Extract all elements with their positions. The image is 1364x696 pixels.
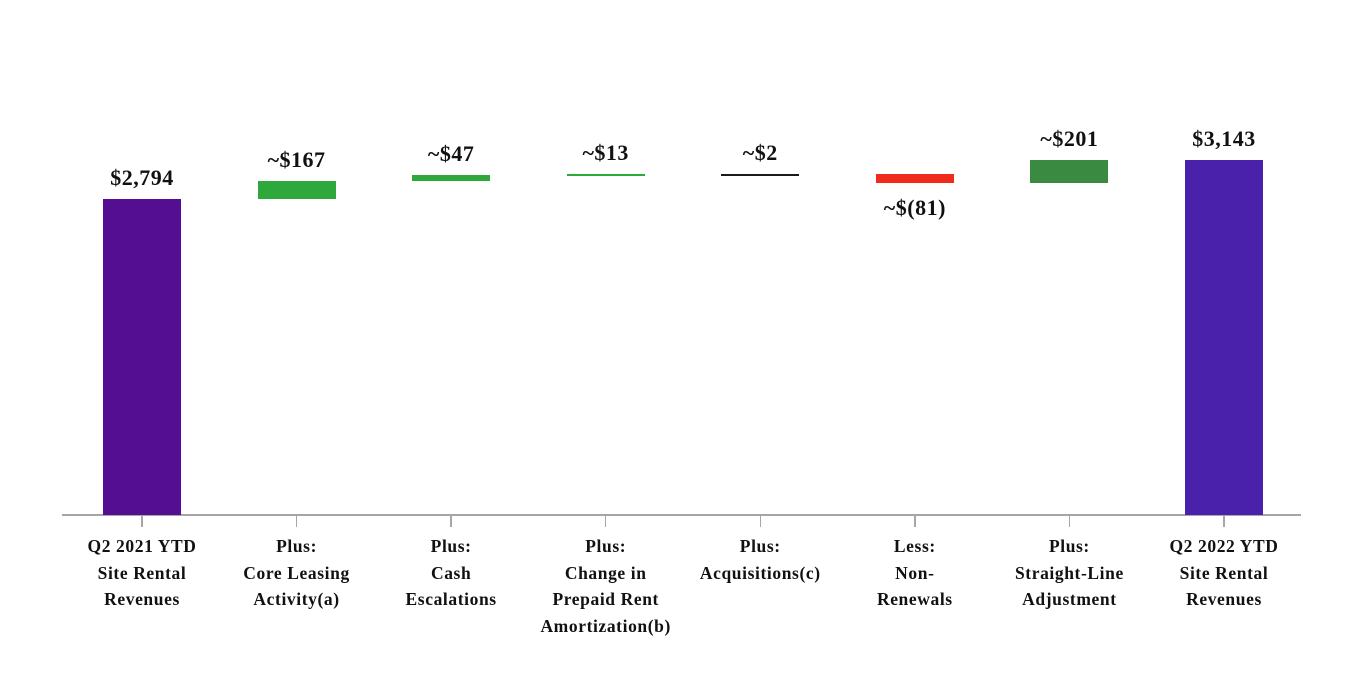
x-axis-line <box>62 513 1301 516</box>
category-label-line: Core Leasing <box>243 562 350 583</box>
category-label-line: Non- <box>895 562 935 583</box>
category-label-line: Escalations <box>405 589 497 609</box>
category-label-line: Change in <box>564 562 647 583</box>
category-label-line: Acquisitions(c) <box>699 562 821 583</box>
waterfall-bar-3 <box>412 175 491 181</box>
bar-value-label-2: ~$167 <box>267 146 326 172</box>
category-label-line: Prepaid Rent <box>552 589 659 609</box>
category-label-8: Q2 2022 YTD Site Rental Revenues <box>1139 533 1309 613</box>
category-label-line: Plus: <box>739 536 781 556</box>
category-label-line: Less: <box>893 536 936 556</box>
category-label-line: Cash <box>430 562 472 583</box>
axis-tick-2 <box>295 515 298 527</box>
category-label-line: Plus: <box>1048 536 1090 556</box>
category-label-5: Plus: Acquisitions(c) <box>675 533 845 586</box>
category-label-line: Site Rental <box>97 562 187 583</box>
axis-tick-7 <box>1068 515 1071 527</box>
category-label-6: Less: Non- Renewals <box>830 533 1000 613</box>
axis-tick-4 <box>604 515 607 527</box>
bar-value-label-6: ~$(81) <box>883 194 946 220</box>
category-label-line: Q2 2021 YTD <box>87 536 197 556</box>
waterfall-bar-4 <box>566 173 645 177</box>
category-label-4: Plus: Change in Prepaid Rent Amortization(b… <box>521 533 691 639</box>
category-label-2: Plus: Core Leasing Activity(a) <box>212 533 382 613</box>
category-label-line: Plus: <box>585 536 627 556</box>
category-label-line: Site Rental <box>1179 562 1269 583</box>
category-label-line: Revenues <box>104 589 180 609</box>
category-label-3: Plus: Cash Escalations <box>366 533 536 613</box>
category-label-line: Renewals <box>876 589 953 609</box>
waterfall-bar-8 <box>1184 160 1263 515</box>
category-label-line: Plus: <box>430 536 472 556</box>
category-label-1: Q2 2021 YTD Site Rental Revenues <box>57 533 227 613</box>
category-label-line: Adjustment <box>1022 589 1117 609</box>
category-label-line: Revenues <box>1186 589 1262 609</box>
category-label-7: Plus: Straight-Line Adjustment <box>984 533 1154 613</box>
category-label-line: Plus: <box>276 536 318 556</box>
axis-tick-5 <box>759 515 762 527</box>
bar-value-label-1: $2,794 <box>110 165 174 191</box>
axis-tick-3 <box>450 515 452 527</box>
category-label-line: Q2 2022 YTD <box>1169 536 1279 556</box>
bar-value-label-8: $3,143 <box>1192 126 1256 151</box>
waterfall-bar-1 <box>103 199 181 515</box>
bar-value-label-5: ~$2 <box>742 139 778 165</box>
bar-value-label-3: ~$47 <box>427 141 475 167</box>
waterfall-bar-5 <box>721 173 800 177</box>
category-label-line: Straight-Line <box>1014 562 1124 583</box>
axis-tick-6 <box>914 515 916 527</box>
waterfall-bar-2 <box>257 180 336 200</box>
axis-tick-8 <box>1223 515 1225 527</box>
waterfall-bar-6 <box>875 173 954 183</box>
category-label-line: Amortization(b) <box>540 615 671 636</box>
axis-tick-1 <box>141 515 143 527</box>
waterfall-bar-7 <box>1030 160 1109 183</box>
bar-value-label-4: ~$13 <box>582 139 629 165</box>
category-label-line: Activity(a) <box>253 589 340 609</box>
bar-value-label-7: ~$201 <box>1040 126 1099 151</box>
